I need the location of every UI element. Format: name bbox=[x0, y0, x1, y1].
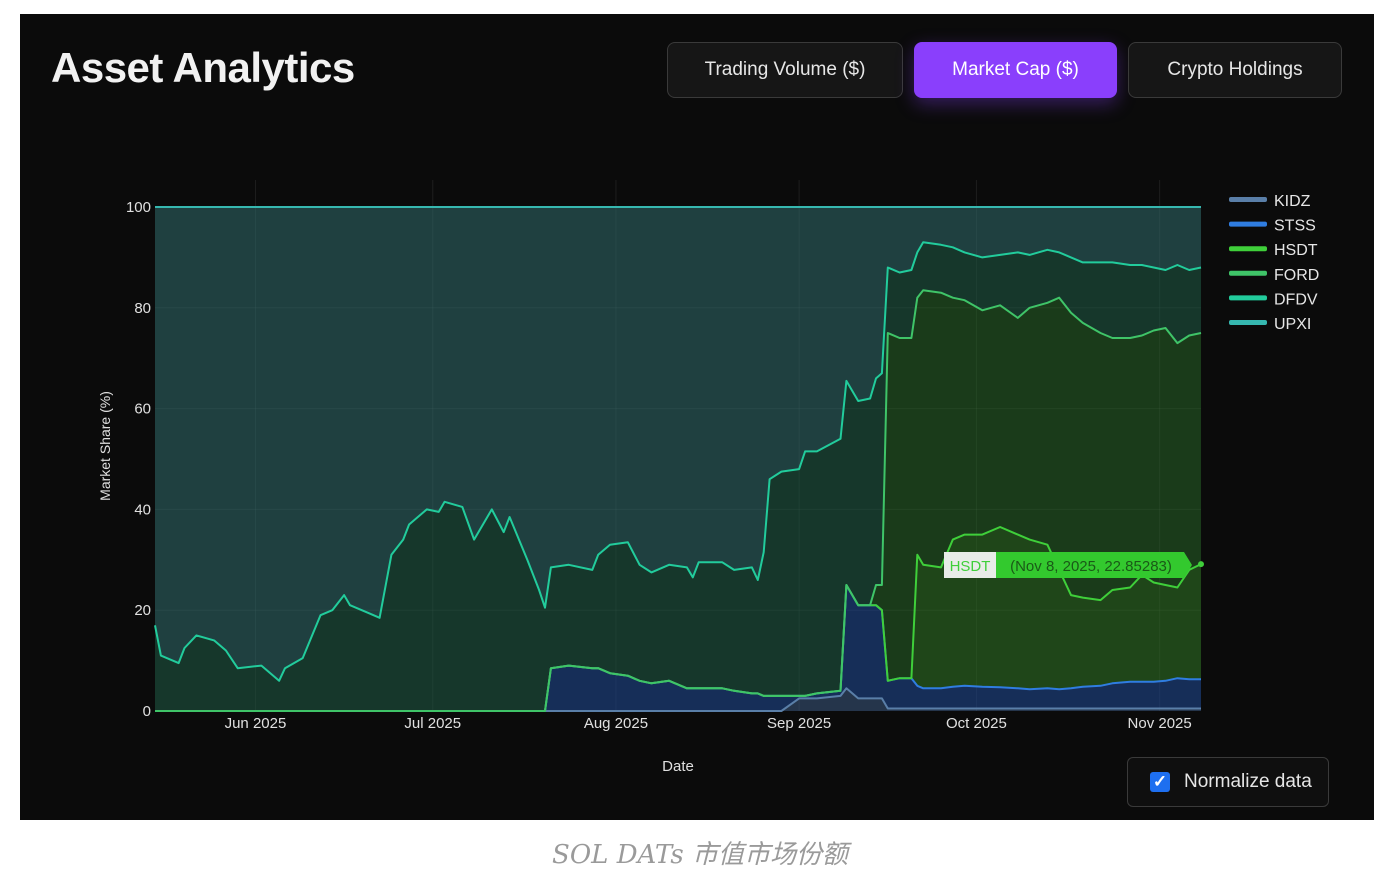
tab-market-cap[interactable]: Market Cap ($) bbox=[914, 42, 1117, 98]
legend-label-stss: STSS bbox=[1274, 218, 1316, 235]
x-tick-label: Jun 2025 bbox=[225, 715, 287, 732]
legend-swatch-hsdt bbox=[1229, 246, 1267, 252]
y-tick-label: 100 bbox=[126, 199, 151, 216]
area-dfdv bbox=[155, 242, 1201, 712]
y-tick-label: 80 bbox=[134, 300, 151, 317]
tab-trading-volume[interactable]: Trading Volume ($) bbox=[667, 42, 903, 98]
x-tick-label: Oct 2025 bbox=[946, 715, 1007, 732]
line-dfdv bbox=[154, 241, 1202, 682]
legend-swatch-stss bbox=[1229, 221, 1267, 227]
figure-caption: SOL DATs 市值市场份额 bbox=[552, 840, 848, 870]
tooltip-series-box bbox=[944, 552, 996, 578]
x-tick-label: Sep 2025 bbox=[767, 715, 831, 732]
tooltip-value-box bbox=[996, 552, 1192, 578]
y-tick-label: 20 bbox=[134, 602, 151, 619]
y-tick-label: 60 bbox=[134, 401, 151, 418]
area-upxi bbox=[155, 207, 1201, 681]
legend-swatch-upxi bbox=[1229, 320, 1267, 325]
legend-label-upxi: UPXI bbox=[1274, 316, 1311, 333]
area-hsdt bbox=[155, 527, 1201, 711]
x-tick-label: Aug 2025 bbox=[584, 715, 648, 732]
legend: KIDZ STSS HSDT FORD DFDV UPXI bbox=[1229, 193, 1319, 333]
x-tick-label: Jul 2025 bbox=[404, 715, 461, 732]
normalize-data-toggle[interactable]: ✓ Normalize data bbox=[1127, 757, 1329, 807]
checkbox-checked-icon[interactable]: ✓ bbox=[1150, 772, 1170, 792]
legend-label-kidz: KIDZ bbox=[1274, 193, 1311, 210]
hover-point bbox=[1198, 561, 1204, 568]
legend-swatch-dfdv bbox=[1229, 295, 1267, 301]
area-ford bbox=[155, 290, 1201, 711]
area-stss bbox=[155, 585, 1201, 711]
series-lines bbox=[154, 206, 1204, 712]
legend-label-dfdv: DFDV bbox=[1274, 291, 1318, 308]
tab-crypto-holdings[interactable]: Crypto Holdings bbox=[1128, 42, 1342, 98]
x-axis-title: Date bbox=[662, 758, 694, 775]
line-ford bbox=[155, 289, 1202, 712]
x-tick-label: Nov 2025 bbox=[1128, 715, 1192, 732]
y-tick-label: 40 bbox=[134, 501, 151, 518]
legend-label-hsdt: HSDT bbox=[1274, 242, 1318, 259]
y-axis-title: Market Share (%) bbox=[97, 391, 113, 501]
legend-swatch-ford bbox=[1229, 270, 1267, 276]
normalize-label: Normalize data bbox=[1184, 771, 1312, 792]
hover-tooltip: HSDT (Nov 8, 2025, 22.85283) bbox=[944, 552, 1192, 578]
legend-swatch-kidz bbox=[1229, 197, 1267, 202]
tooltip-value-text: (Nov 8, 2025, 22.85283) bbox=[1010, 558, 1172, 575]
legend-label-ford: FORD bbox=[1274, 267, 1319, 284]
page-title: Asset Analytics bbox=[51, 44, 355, 91]
y-tick-label: 0 bbox=[143, 703, 151, 720]
tooltip-series-label: HSDT bbox=[950, 558, 991, 575]
axes: 0 20 40 60 80 100 Jun 2025 Jul 2025 Aug 2025 Sep … bbox=[126, 199, 1192, 732]
